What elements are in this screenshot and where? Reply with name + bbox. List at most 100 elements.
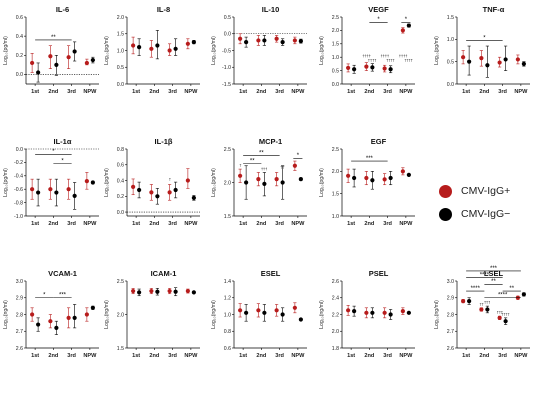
data-point-cmv-negative — [503, 319, 508, 324]
data-point-cmv-negative — [485, 63, 490, 68]
significance-label: *** — [490, 266, 498, 272]
data-point-cmv-positive — [238, 36, 243, 41]
data-point-cmv-positive — [346, 308, 351, 313]
x-tick-label: 1st — [239, 221, 247, 227]
panel-title: IL-1β — [155, 137, 173, 146]
dagger-label: † — [239, 163, 241, 167]
y-tick-label: 1.8 — [332, 346, 339, 352]
data-point-cmv-positive — [274, 177, 279, 182]
panel-il-1-: IL-1α Log₁₀(pg/ml) -1.0 -0.8 -0.6 -0.4 -0.2 0.0… — [3, 137, 99, 227]
data-point-cmv-negative — [352, 67, 357, 72]
y-tick-label: 2.0 — [117, 15, 124, 21]
panel-title: VEGF — [368, 5, 389, 14]
y-tick-label: 0.8 — [224, 329, 231, 335]
x-tick-label: 3rd — [67, 89, 76, 95]
data-point-cmv-negative — [244, 40, 249, 45]
y-tick-label: 1.4 — [224, 279, 231, 285]
data-point-cmv-positive — [30, 312, 35, 317]
data-point-cmv-negative — [90, 305, 95, 310]
x-tick-label: 1st — [132, 221, 140, 227]
data-point-cmv-positive — [167, 48, 172, 53]
x-tick-label: NPW — [291, 221, 305, 227]
data-point-cmv-positive — [400, 28, 405, 33]
data-point-cmv-negative — [406, 310, 411, 315]
y-tick-label: 1.0 — [117, 48, 124, 54]
y-tick-label: 0.5 — [447, 59, 454, 65]
y-tick-label: 1.0 — [224, 312, 231, 318]
data-point-cmv-negative — [36, 190, 41, 195]
panel-title: IL-6 — [56, 5, 69, 14]
x-tick-label: NPW — [399, 221, 413, 227]
y-axis-label: Log₁₀(ng/ml) — [104, 300, 110, 329]
x-tick-label: NPW — [83, 353, 97, 359]
data-point-cmv-positive — [238, 308, 243, 313]
x-tick-label: 3rd — [67, 221, 76, 227]
y-tick-label: 2.5 — [332, 15, 339, 21]
panel-il-6: IL-6 Log₁₀(pg/ml) 0.0 0.2 0.4 0.6 1st 2nd 3rd NPW… — [3, 5, 99, 95]
data-point-cmv-positive — [131, 43, 136, 48]
data-point-cmv-negative — [352, 309, 357, 314]
x-tick-label: 3rd — [168, 353, 177, 359]
x-tick-label: 1st — [132, 353, 140, 359]
panel-title: IL-8 — [157, 5, 170, 14]
y-tick-label: 2.6 — [16, 346, 23, 352]
data-point-cmv-negative — [244, 310, 249, 315]
data-point-cmv-positive — [131, 184, 136, 189]
panel-lsel: LSEL Log₁₀(ng/ml) 2.6 2.7 2.8 2.9 3.0 1st 2nd 3rd… — [434, 266, 530, 359]
data-point-cmv-negative — [262, 181, 267, 186]
panel-title: IL-10 — [262, 5, 280, 14]
data-point-cmv-negative — [298, 317, 303, 322]
data-point-cmv-positive — [256, 38, 261, 43]
data-point-cmv-negative — [370, 65, 375, 70]
data-point-cmv-positive — [48, 319, 53, 324]
data-point-cmv-positive — [292, 305, 297, 310]
y-tick-label: 2.6 — [447, 346, 454, 352]
y-tick-label: 1.5 — [117, 346, 124, 352]
data-point-cmv-negative — [406, 172, 411, 178]
dagger-label: †††† — [381, 54, 389, 58]
data-point-cmv-negative — [137, 45, 142, 50]
x-tick-label: 1st — [132, 89, 140, 95]
y-axis-label: Log₁₀(pg/ml) — [104, 168, 110, 197]
y-tick-label: -0.6 — [14, 187, 23, 193]
significance-label: ** — [51, 35, 56, 41]
x-tick-label: 2nd — [256, 89, 267, 95]
data-point-cmv-positive — [364, 64, 369, 69]
significance-label: *** — [366, 156, 374, 162]
legend-item-cmv-positive: CMV-IgG+ — [439, 183, 510, 199]
legend-dot-cmv-negative — [439, 207, 452, 221]
data-point-cmv-negative — [370, 178, 375, 183]
y-tick-label: 1.0 — [447, 37, 454, 43]
y-axis-label: Log₁₀(ng/ml) — [3, 300, 9, 329]
y-tick-label: 0.6 — [117, 163, 124, 169]
y-tick-label: 3.0 — [447, 279, 454, 285]
significance-label: **** — [471, 286, 481, 292]
dagger-label: †††† — [368, 58, 376, 62]
data-point-cmv-positive — [346, 173, 351, 178]
x-tick-label: 1st — [31, 221, 39, 227]
y-tick-label: -0.2 — [14, 160, 23, 166]
data-point-cmv-positive — [515, 57, 520, 62]
y-axis-label: Log₁₀(ng/ml) — [434, 300, 440, 329]
y-axis-label: Log₁₀(pg/ml) — [3, 36, 9, 65]
y-tick-label: 0.5 — [224, 15, 231, 21]
y-tick-label: -1.5 — [222, 82, 231, 88]
data-point-cmv-negative — [521, 292, 526, 297]
panel-title: IL-1α — [54, 137, 72, 146]
significance-label: * — [52, 149, 55, 155]
data-point-cmv-negative — [298, 39, 303, 44]
x-tick-label: 2nd — [149, 353, 160, 359]
x-tick-label: 2nd — [256, 353, 267, 359]
dagger-label: †† — [480, 302, 484, 306]
x-tick-label: 1st — [239, 353, 247, 359]
y-tick-label: 2.9 — [16, 296, 23, 302]
y-tick-label: 2.0 — [332, 28, 339, 34]
data-point-cmv-negative — [352, 175, 357, 181]
y-tick-label: 0.0 — [117, 82, 124, 88]
data-point-cmv-negative — [173, 46, 178, 51]
data-point-cmv-negative — [155, 194, 160, 199]
panel-vegf: VEGF Log₁₀(pg/ml) 0.0 0.5 1.0 1.5 2.0 2.5 1st 2nd… — [319, 5, 415, 95]
x-tick-label: 3rd — [275, 89, 284, 95]
significance-label: * — [297, 153, 300, 159]
y-tick-label: 0.6 — [16, 15, 23, 21]
